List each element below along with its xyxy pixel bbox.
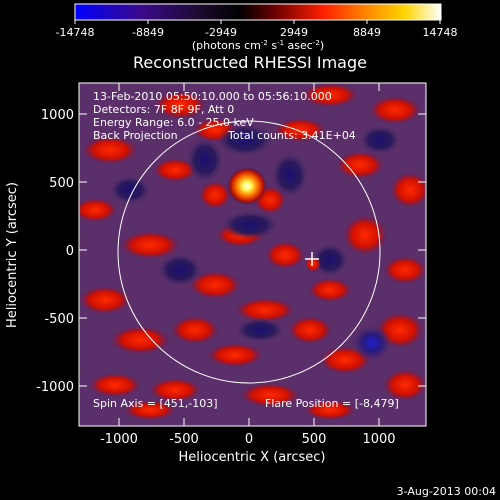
info-detectors: Detectors: 7F 8F 9F, Att 0 — [93, 103, 234, 116]
x-axis-ticks — [118, 83, 380, 426]
x-tick-label: 0 — [245, 432, 253, 447]
y-tick-label: 0 — [66, 244, 74, 259]
x-axis-label: Heliocentric X (arcsec) — [179, 450, 326, 465]
plot-frame — [78, 82, 427, 427]
colorbar-ticks — [74, 20, 441, 24]
colorbar-tick-2: -8849 — [132, 26, 164, 39]
colorbar-tick-4: 2949 — [280, 26, 308, 39]
negative-spot — [352, 325, 392, 361]
y-axis-label: Heliocentric Y (arcsec) — [5, 182, 20, 328]
colorbar-tick-5: 8849 — [353, 26, 381, 39]
x-tick-label: -500 — [169, 432, 199, 447]
flare-position-label: Flare Position = [-8,479] — [265, 397, 399, 410]
x-tick-label: -1000 — [100, 432, 138, 447]
solar-limb — [117, 120, 381, 384]
dark-lobes — [110, 124, 400, 342]
y-tick-label: 500 — [49, 176, 74, 191]
x-tick-label: 500 — [302, 432, 327, 447]
red-lobes — [79, 83, 426, 420]
info-total-counts: Total counts: 3.41E+04 — [227, 129, 356, 142]
info-method: Back Projection — [93, 129, 178, 142]
colorbar-tick-3: -2949 — [205, 26, 237, 39]
x-tick-label: 1000 — [362, 432, 395, 447]
plot-title: Reconstructed RHESSI Image — [133, 53, 367, 72]
colorbar — [74, 3, 442, 21]
info-time-range: 13-Feb-2010 05:50:10.000 to 05:56:10.000 — [93, 90, 332, 103]
secondary-source — [305, 256, 321, 272]
colorbar-units: (photons cm-2 s-1 asec-2) — [192, 39, 324, 52]
colorbar-tick-6: 14748 — [423, 26, 458, 39]
y-axis-ticks — [79, 113, 426, 387]
spin-axis-label: Spin Axis = [451,-103] — [93, 397, 218, 410]
rhessi-image — [79, 83, 426, 426]
colorbar-tick-1: -14748 — [56, 26, 95, 39]
y-tick-label: -500 — [44, 312, 74, 327]
y-tick-label: 1000 — [41, 108, 74, 123]
info-energy-range: Energy Range: 6.0 - 25.0 keV — [93, 116, 254, 129]
flare-source — [227, 167, 267, 205]
date-stamp: 3-Aug-2013 00:04 — [397, 485, 496, 498]
y-tick-label: -1000 — [36, 380, 74, 395]
spin-axis-marker — [305, 252, 319, 266]
